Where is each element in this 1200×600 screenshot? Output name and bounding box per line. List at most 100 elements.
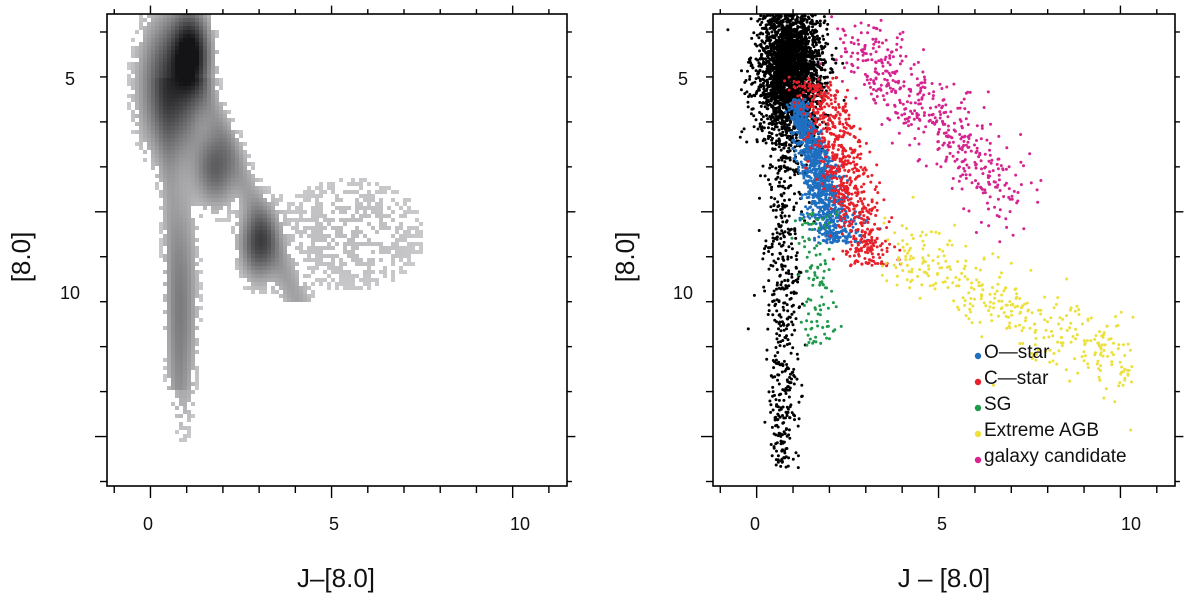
density-cell: [411, 262, 415, 266]
density-cell: [187, 66, 191, 70]
density-cell: [183, 310, 187, 314]
density-cell: [179, 70, 183, 74]
density-cell: [187, 282, 191, 286]
point-unclassified: [784, 465, 788, 469]
density-cell: [179, 402, 183, 406]
point-unclassified: [778, 320, 782, 324]
density-cell: [219, 190, 223, 194]
density-cell: [239, 178, 243, 182]
point-unclassified: [776, 434, 780, 438]
density-cell: [283, 278, 287, 282]
density-cell: [167, 262, 171, 266]
density-cell: [351, 278, 355, 282]
density-cell: [203, 114, 207, 118]
density-cell: [191, 274, 195, 278]
density-cell: [211, 130, 215, 134]
density-cell: [203, 30, 207, 34]
density-cell: [175, 98, 179, 102]
density-cell: [243, 174, 247, 178]
point-unclassified: [753, 80, 757, 84]
density-cell: [299, 202, 303, 206]
density-cell: [191, 26, 195, 30]
density-cell: [175, 266, 179, 270]
density-cell: [203, 146, 207, 150]
density-cell: [199, 54, 203, 58]
density-cell: [131, 66, 135, 70]
density-cell: [227, 174, 231, 178]
density-cell: [223, 114, 227, 118]
density-cell: [255, 222, 259, 226]
density-cell: [395, 230, 399, 234]
density-cell: [187, 30, 191, 34]
density-cell: [243, 198, 247, 202]
density-cell: [379, 190, 383, 194]
density-cell: [167, 294, 171, 298]
density-cell: [187, 430, 191, 434]
density-cell: [187, 434, 191, 438]
density-cell: [167, 190, 171, 194]
density-cell: [131, 70, 135, 74]
density-cell: [395, 246, 399, 250]
density-cell: [379, 202, 383, 206]
density-cell: [191, 94, 195, 98]
density-cell: [383, 274, 387, 278]
point-unclassified: [783, 279, 787, 282]
density-cell: [175, 278, 179, 282]
density-cell: [163, 86, 167, 90]
density-cell: [151, 102, 155, 106]
density-cell: [287, 282, 291, 286]
density-cell: [231, 186, 235, 190]
density-cell: [171, 338, 175, 342]
density-cell: [183, 378, 187, 382]
density-cell: [211, 158, 215, 162]
density-cell: [219, 218, 223, 222]
density-cell: [159, 46, 163, 50]
density-cell: [323, 262, 327, 266]
point-unclassified: [813, 38, 817, 42]
density-cell: [335, 230, 339, 234]
density-cell: [251, 242, 255, 246]
point-unclassified: [787, 245, 791, 249]
density-cell: [187, 314, 191, 318]
density-cell: [127, 66, 131, 70]
density-cell: [211, 94, 215, 98]
density-cell: [323, 238, 327, 242]
density-cell: [375, 182, 379, 186]
density-cell: [195, 102, 199, 106]
density-cell: [215, 162, 219, 166]
density-cell: [195, 198, 199, 202]
density-cell: [195, 382, 199, 386]
density-cell: [147, 58, 151, 62]
density-cell: [307, 246, 311, 250]
density-cell: [183, 374, 187, 378]
point-unclassified: [752, 114, 756, 118]
density-cell: [271, 226, 275, 230]
density-cell: [263, 278, 267, 282]
point-unclassified: [787, 214, 791, 218]
density-cell: [167, 26, 171, 30]
density-cell: [155, 66, 159, 70]
density-cell: [175, 90, 179, 94]
density-cell: [223, 158, 227, 162]
density-cell: [187, 78, 191, 82]
density-cell: [419, 222, 423, 226]
point-unclassified: [778, 415, 782, 419]
density-cell: [203, 22, 207, 26]
density-cell: [315, 278, 319, 282]
density-cell: [315, 234, 319, 238]
density-cell: [151, 62, 155, 66]
density-cell: [171, 378, 175, 382]
density-cell: [175, 106, 179, 110]
density-cell: [331, 258, 335, 262]
density-cell: [211, 50, 215, 54]
density-cell: [191, 306, 195, 310]
density-cell: [279, 254, 283, 258]
density-cell: [127, 94, 131, 98]
point-unclassified: [783, 432, 787, 436]
density-cell: [195, 178, 199, 182]
density-cell: [327, 262, 331, 266]
density-cell: [179, 294, 183, 298]
density-cell: [163, 282, 167, 286]
density-cell: [235, 222, 239, 226]
point-unclassified: [803, 76, 807, 80]
